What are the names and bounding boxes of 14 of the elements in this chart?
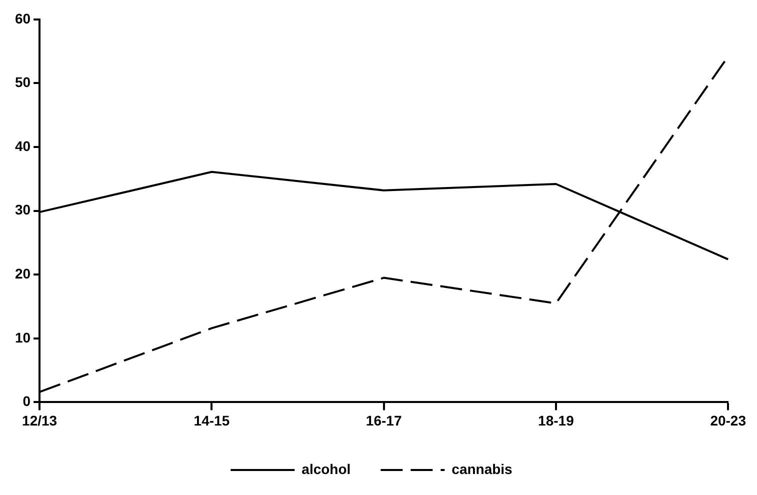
y-tick-label: 30 [14, 202, 31, 218]
legend-label: alcohol [302, 460, 351, 477]
y-tick-label: 50 [14, 74, 31, 90]
x-tick-label: 18-19 [538, 412, 574, 428]
x-tick-label: 12/13 [22, 412, 58, 428]
x-tick-label: 16-17 [366, 412, 402, 428]
legend-label: cannabis [452, 460, 513, 477]
y-tick-label: 60 [14, 10, 31, 26]
y-tick-label: 20 [14, 265, 31, 282]
y-tick-label: 10 [14, 329, 31, 346]
x-tick-label: 20-23 [710, 412, 746, 428]
y-tick-label: 40 [14, 138, 31, 154]
x-tick-label: 14-15 [194, 412, 230, 428]
y-tick-label: 0 [22, 393, 31, 410]
